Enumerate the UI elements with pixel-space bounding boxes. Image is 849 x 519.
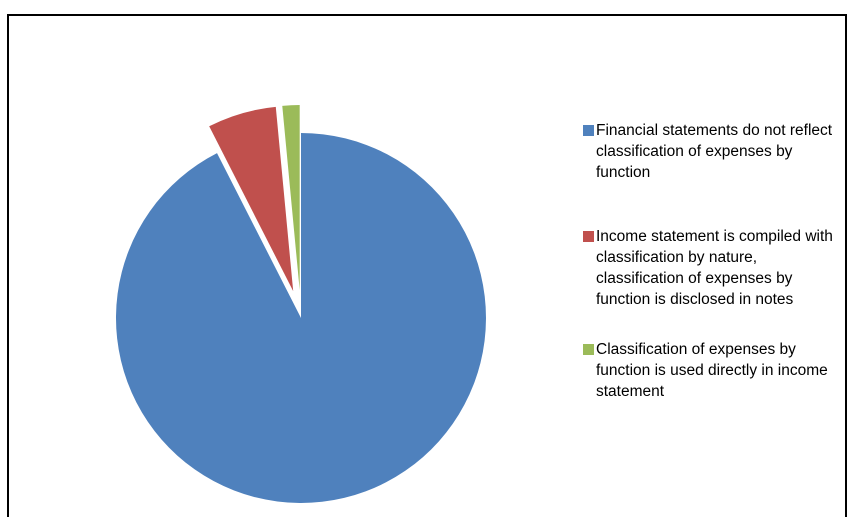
legend-entry-1: Income statement is compiled with classi… xyxy=(583,226,849,310)
pie-slice-0 xyxy=(115,133,486,503)
pie-slice-2 xyxy=(282,105,300,291)
pie-slice-1 xyxy=(209,106,294,292)
legend-label-2: Classification of expenses by function i… xyxy=(596,341,828,400)
legend-entry-0: Financial statements do not reflect clas… xyxy=(583,120,849,183)
legend-swatch-2 xyxy=(583,344,594,355)
legend-label-0: Financial statements do not reflect clas… xyxy=(596,122,833,181)
chart-frame: Financial statements do not reflect clas… xyxy=(7,14,847,517)
legend-swatch-0 xyxy=(583,125,594,136)
legend-swatch-1 xyxy=(583,231,594,242)
pie-chart xyxy=(115,105,486,503)
legend-entry-2: Classification of expenses by function i… xyxy=(583,339,849,402)
legend-label-1: Income statement is compiled with classi… xyxy=(596,228,833,308)
